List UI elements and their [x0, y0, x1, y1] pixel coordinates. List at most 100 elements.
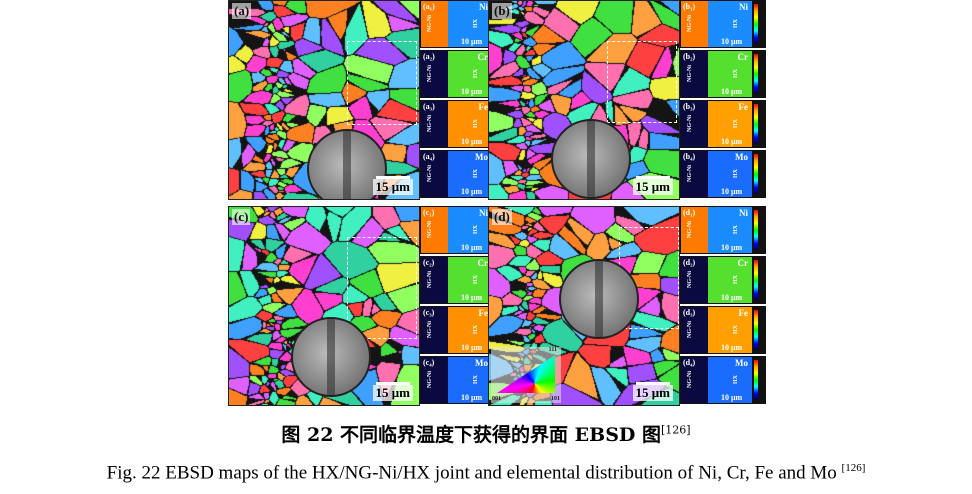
hx-region [448, 357, 492, 403]
panel-label: (b) [492, 3, 512, 19]
element-panel-label: (d₂) [683, 258, 696, 267]
hx-label: HX [733, 375, 739, 384]
scale-bar: 15 μm [632, 382, 673, 401]
ipf-label-101: 101 [551, 396, 560, 402]
magnified-inset [551, 119, 631, 199]
element-symbol: Ni [739, 208, 748, 218]
element-panel-label: (b₂) [683, 52, 696, 61]
element-panel-label: (c₁) [423, 208, 435, 217]
ng-ni-label: NG-Ni [687, 221, 693, 238]
color-scale-bar [752, 101, 765, 147]
hx-label: HX [473, 275, 479, 284]
element-scale-bar: 10 μm [461, 37, 483, 46]
ng-ni-label: NG-Ni [687, 271, 693, 288]
ng-ni-label: NG-Ni [687, 165, 693, 182]
caption-zh-ref: [126] [661, 423, 691, 437]
element-symbol: Fe [738, 102, 749, 112]
hx-region [708, 1, 752, 47]
element-scale-bar: 10 μm [721, 87, 743, 96]
hx-label: HX [733, 119, 739, 128]
element-scale-bar: 10 μm [461, 137, 483, 146]
element-symbol: Fe [738, 308, 749, 318]
ebsd-map-b: (b) 15 μm [488, 0, 680, 200]
hx-label: HX [473, 19, 479, 28]
zoom-region-box [347, 237, 417, 339]
element-panel-label: (a₄) [423, 152, 435, 161]
element-map-ni: (d₁) Ni NG-Ni HX 10 μm [680, 206, 766, 254]
ng-ni-region [421, 357, 448, 403]
caption-en: Fig. 22 EBSD maps of the HX/NG-Ni/HX joi… [0, 462, 972, 484]
caption-zh: 图 22 不同临界温度下获得的界面 EBSD 图[126] [0, 420, 972, 447]
ebsd-map-a: (a) 15 μm [228, 0, 420, 200]
element-symbol: Fe [478, 102, 489, 112]
zoom-region-box [607, 41, 677, 123]
element-scale-bar: 10 μm [461, 293, 483, 302]
element-panel-label: (b₄) [683, 152, 696, 161]
element-maps-b: (b₁) Ni NG-Ni HX 10 μm (b₂) Cr NG-Ni HX … [680, 0, 766, 198]
element-panel-label: (a₂) [423, 52, 435, 61]
element-panel-label: (d₃) [683, 308, 696, 317]
ipf-label-001: 001 [492, 396, 501, 402]
element-panel-label: (b₃) [683, 102, 696, 111]
ng-ni-label: NG-Ni [427, 115, 433, 132]
element-map-mo: (b₄) Mo NG-Ni HX 10 μm [680, 150, 766, 198]
element-panel-label: (a₃) [423, 102, 435, 111]
color-scale-bar [752, 207, 765, 253]
element-symbol: Cr [737, 52, 749, 62]
ng-ni-label: NG-Ni [687, 321, 693, 338]
ipf-label-111: 111 [548, 347, 557, 353]
element-symbol: Fe [478, 308, 489, 318]
hx-label: HX [733, 169, 739, 178]
element-map-ni: (b₁) Ni NG-Ni HX 10 μm [680, 0, 766, 48]
ng-ni-label: NG-Ni [427, 165, 433, 182]
ipf-color-legend: 001 101 111 [491, 347, 561, 403]
ng-ni-region [421, 151, 448, 197]
ng-ni-region [681, 51, 708, 97]
element-panel-label: (c₃) [423, 308, 435, 317]
element-map-cr: (d₂) Cr NG-Ni HX 10 μm [680, 256, 766, 304]
element-scale-bar: 10 μm [721, 187, 743, 196]
element-panel-label: (d₄) [683, 358, 696, 367]
element-scale-bar: 10 μm [721, 137, 743, 146]
ng-ni-region [681, 207, 708, 253]
element-symbol: Mo [735, 152, 748, 162]
element-symbol: Mo [475, 358, 488, 368]
element-panel-label: (c₂) [423, 258, 435, 267]
hx-label: HX [473, 169, 479, 178]
element-scale-bar: 10 μm [461, 243, 483, 252]
ipf-triangle [497, 355, 555, 393]
panel-label: (d) [492, 209, 512, 225]
ng-ni-region [421, 101, 448, 147]
element-panel-label: (a₁) [423, 2, 435, 11]
color-scale-bar [752, 1, 765, 47]
element-maps-d: (d₁) Ni NG-Ni HX 10 μm (d₂) Cr NG-Ni HX … [680, 206, 766, 404]
hx-label: HX [733, 325, 739, 334]
ng-ni-label: NG-Ni [687, 65, 693, 82]
element-scale-bar: 10 μm [721, 343, 743, 352]
caption-en-ref: [126] [841, 462, 866, 474]
hx-region [708, 357, 752, 403]
hx-label: HX [473, 119, 479, 128]
ng-ni-region [421, 257, 448, 303]
ng-ni-region [681, 101, 708, 147]
ebsd-map-d: (d) 15 μm 001 101 111 [488, 206, 680, 406]
element-symbol: Ni [479, 208, 488, 218]
hx-region [708, 101, 752, 147]
ng-ni-region [681, 151, 708, 197]
hx-label: HX [733, 275, 739, 284]
hx-region [448, 307, 492, 353]
element-map-mo: (d₄) Mo NG-Ni HX 10 μm [680, 356, 766, 404]
scale-bar: 15 μm [632, 176, 673, 195]
element-symbol: Cr [477, 258, 489, 268]
element-scale-bar: 10 μm [461, 87, 483, 96]
element-panel-label: (b₁) [683, 2, 696, 11]
hx-label: HX [473, 325, 479, 334]
element-scale-bar: 10 μm [721, 393, 743, 402]
ng-ni-label: NG-Ni [427, 221, 433, 238]
hx-label: HX [733, 69, 739, 78]
hx-label: HX [473, 225, 479, 234]
element-scale-bar: 10 μm [461, 187, 483, 196]
hx-region [708, 207, 752, 253]
hx-label: HX [473, 69, 479, 78]
hx-label: HX [733, 225, 739, 234]
